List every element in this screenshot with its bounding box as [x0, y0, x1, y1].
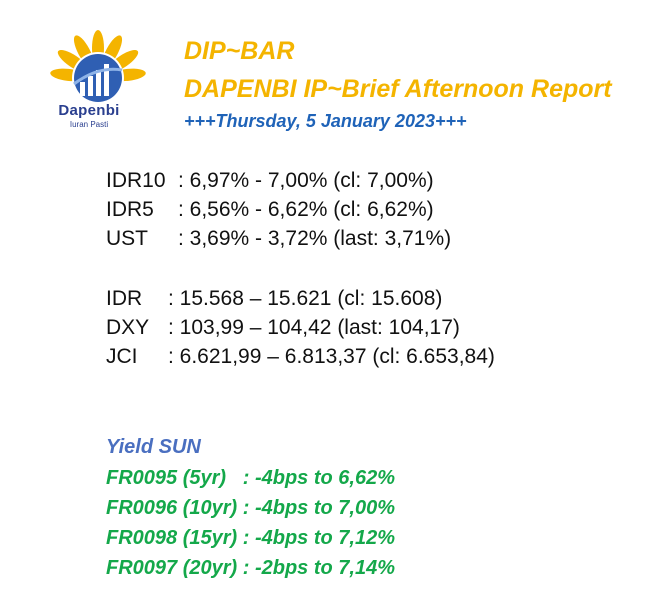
dapenbi-logo	[28, 26, 168, 136]
logo-sunburst-icon	[50, 30, 146, 104]
yield-item-fr0095: FR0095 (5yr) : -4bps to 6,62%	[106, 467, 395, 489]
rate-row-idr5: IDR5 : 6,56% - 6,62% (cl: 6,62%)	[106, 198, 434, 222]
report-title: DIP~BAR	[184, 37, 295, 65]
yield-item-fr0097: FR0097 (20yr) : -2bps to 7,14%	[106, 557, 395, 579]
rate-value: : 3,69% - 3,72% (last: 3,71%)	[178, 227, 452, 250]
yield-item-fr0096: FR0096 (10yr) : -4bps to 7,00%	[106, 497, 395, 519]
rate-label: UST	[106, 227, 148, 250]
yield-title: Yield SUN	[106, 436, 201, 458]
rate-value: : 6,97% - 7,00% (cl: 7,00%)	[178, 169, 434, 192]
market-row-dxy: DXY : 103,99 – 104,42 (last: 104,17)	[106, 316, 460, 340]
yield-item-fr0098: FR0098 (15yr) : -4bps to 7,12%	[106, 527, 395, 549]
market-label: JCI	[106, 345, 138, 368]
market-label: DXY	[106, 316, 150, 339]
rate-row-ust: UST : 3,69% - 3,72% (last: 3,71%)	[106, 227, 451, 251]
logo-name: Dapenbi	[58, 102, 120, 119]
rate-value: : 6,56% - 6,62% (cl: 6,62%)	[178, 198, 434, 221]
market-row-jci: JCI : 6.621,99 – 6.813,37 (cl: 6.653,84)	[106, 345, 495, 369]
market-value: : 6.621,99 – 6.813,37 (cl: 6.653,84)	[168, 345, 495, 368]
rate-row-idr10: IDR10 : 6,97% - 7,00% (cl: 7,00%)	[106, 169, 434, 193]
market-label: IDR	[106, 287, 143, 310]
market-value: : 15.568 – 15.621 (cl: 15.608)	[168, 287, 443, 310]
report-subtitle: DAPENBI IP~Brief Afternoon Report	[184, 75, 612, 103]
market-row-idr: IDR : 15.568 – 15.621 (cl: 15.608)	[106, 287, 442, 311]
rate-label: IDR10	[106, 169, 166, 192]
rate-label: IDR5	[106, 198, 154, 221]
market-value: : 103,99 – 104,42 (last: 104,17)	[168, 316, 460, 339]
logo-tagline: Iuran Pasti	[69, 120, 109, 129]
report-date: +++Thursday, 5 January 2023+++	[184, 111, 467, 131]
